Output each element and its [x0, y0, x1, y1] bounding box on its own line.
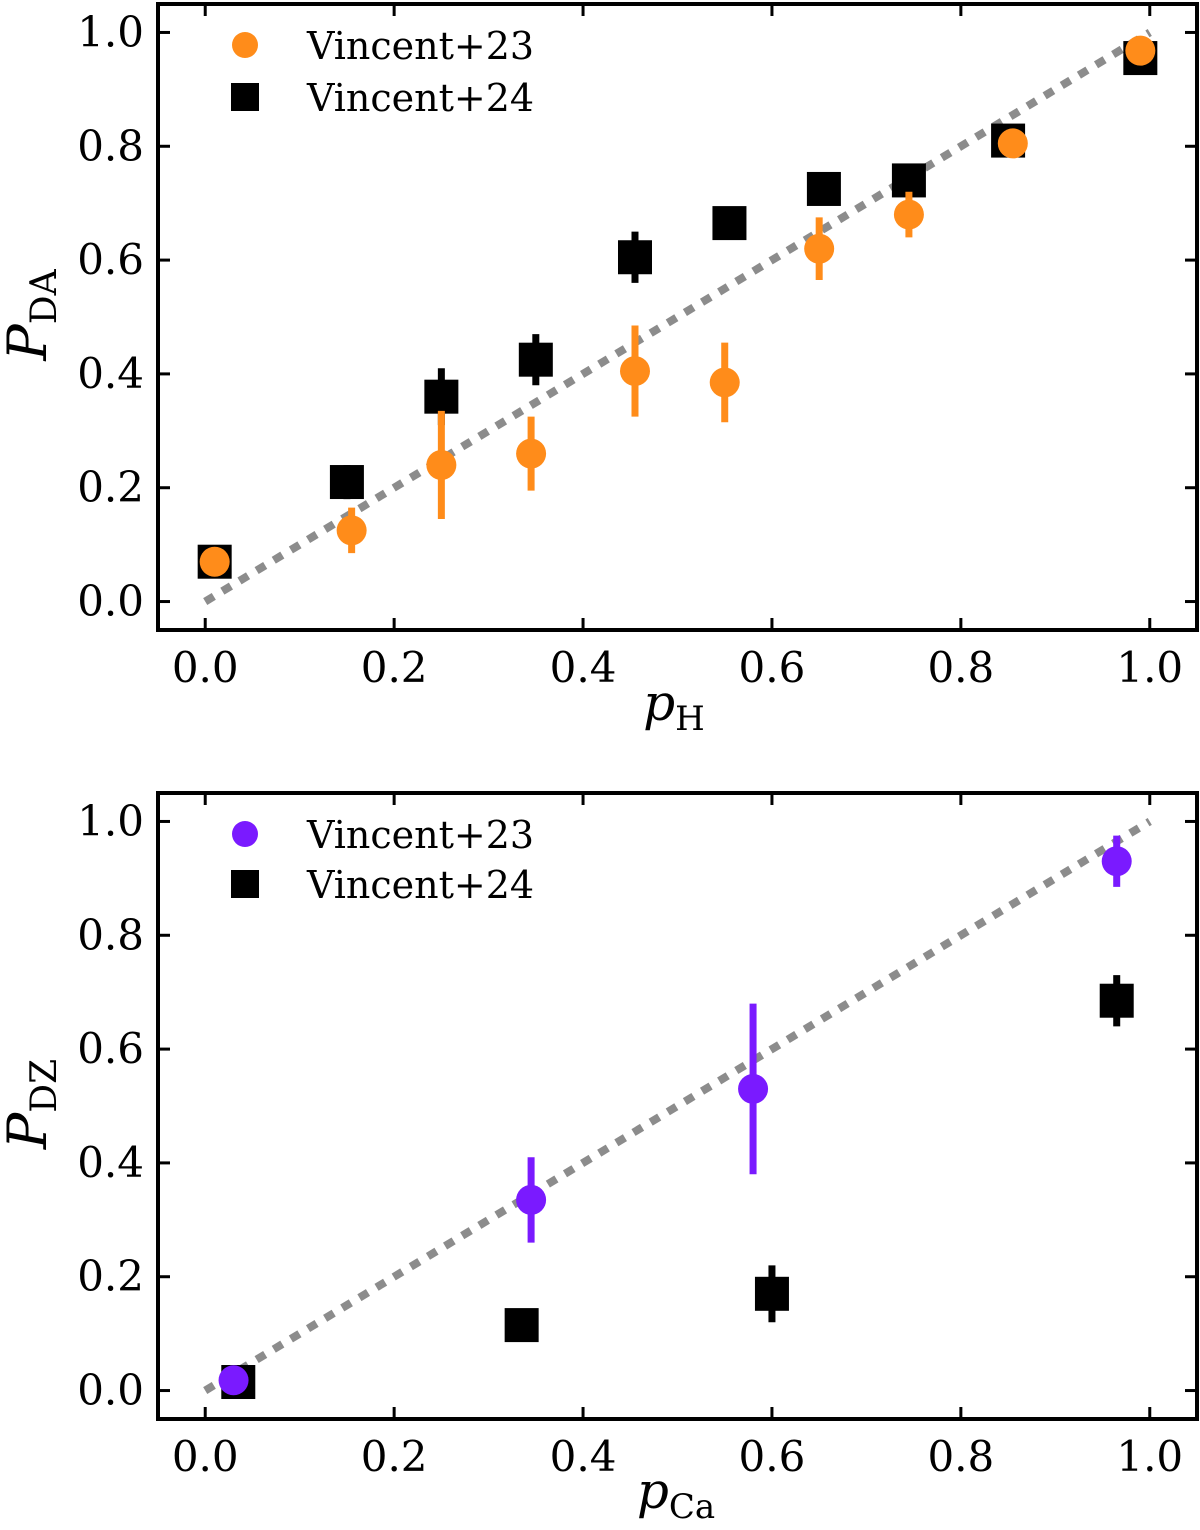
x-tick-label: 0.4	[550, 643, 617, 692]
legend: Vincent+23 Vincent+24	[231, 24, 534, 120]
series-vincent-24	[197, 41, 1158, 579]
x-tick-label: 0.6	[739, 1432, 806, 1481]
data-point-circle	[516, 1184, 547, 1215]
x-tick-label: 1.0	[1116, 643, 1183, 692]
data-point-circle	[199, 546, 230, 577]
y-tick-label: 1.0	[77, 7, 144, 56]
y-tick-label: 0.2	[77, 463, 144, 512]
data-point-square	[518, 342, 553, 377]
plot-frame	[156, 2, 1199, 632]
y-axis-label: PDA	[0, 268, 65, 361]
data-point-circle	[1101, 846, 1132, 877]
data-point-circle	[619, 356, 650, 387]
y-tick-label: 0.8	[77, 910, 144, 959]
legend-label: Vincent+23	[306, 813, 534, 857]
x-tick-label: 0.8	[927, 1432, 994, 1481]
data-point-square	[806, 171, 841, 206]
x-tick-label: 0.0	[172, 643, 239, 692]
legend-marker-circle	[232, 32, 258, 58]
data-point-circle	[516, 438, 547, 469]
chart-panel-1: 0.0 0.2 0.4 0.6 0.8 1.0 0.0 0.2 0.4 0.6 0.8 1.0 Vinc…	[0, 2, 1199, 739]
y-tick-label: 0.0	[77, 577, 144, 626]
x-tick-label: 0.4	[550, 1432, 617, 1481]
series-vincent-23	[218, 835, 1132, 1396]
y-tick-label: 0.6	[77, 235, 144, 284]
data-point-square	[617, 240, 652, 275]
legend: Vincent+23 Vincent+24	[231, 813, 534, 907]
y-tick-label: 0.2	[77, 1252, 144, 1301]
legend-label: Vincent+24	[306, 863, 534, 907]
data-point-square	[504, 1308, 539, 1343]
data-point-square	[712, 206, 747, 241]
reference-line	[203, 818, 1152, 1394]
plot-frame	[156, 791, 1199, 1421]
series-vincent-24	[221, 975, 1134, 1400]
x-tick-label: 1.0	[1116, 1432, 1183, 1481]
y-tick-label: 0.4	[77, 1138, 144, 1187]
x-tick-label: 0.8	[927, 643, 994, 692]
data-point-circle	[1125, 35, 1156, 66]
y-axis-label: PDZ	[0, 1059, 65, 1150]
y-tick-label: 0.4	[77, 349, 144, 398]
x-axis-label: pH	[643, 674, 705, 739]
x-tick-label: 0.6	[739, 643, 806, 692]
y-tick-label: 1.0	[77, 796, 144, 845]
legend-marker-square	[231, 83, 259, 111]
y-tick-label: 0.0	[77, 1366, 144, 1415]
series-vincent-23	[199, 35, 1156, 577]
legend-label: Vincent+23	[306, 24, 534, 68]
data-point-circle	[738, 1073, 769, 1104]
data-point-square	[754, 1276, 789, 1311]
data-point-circle	[997, 128, 1028, 159]
x-tick-label: 0.0	[172, 1432, 239, 1481]
data-point-circle	[709, 367, 740, 398]
data-point-circle	[893, 199, 924, 230]
chart-panel-2: 0.0 0.2 0.4 0.6 0.8 1.0 0.0 0.2 0.4 0.6 0.8 1.0 Vinc…	[0, 791, 1199, 1527]
x-tick-label: 0.2	[361, 1432, 428, 1481]
legend-label: Vincent+24	[306, 76, 534, 120]
reference-line	[203, 29, 1152, 605]
data-point-circle	[804, 233, 835, 264]
data-point-square	[1099, 983, 1134, 1018]
data-point-circle	[426, 449, 457, 480]
y-tick-label: 0.8	[77, 121, 144, 170]
y-tick-label: 0.6	[77, 1024, 144, 1073]
data-point-circle	[218, 1365, 249, 1396]
data-point-circle	[336, 515, 367, 546]
data-point-square	[891, 163, 926, 198]
legend-marker-square	[231, 870, 259, 898]
x-axis-label: pCa	[637, 1462, 715, 1527]
x-tick-label: 0.2	[361, 643, 428, 692]
legend-marker-circle	[232, 821, 258, 847]
data-point-square	[424, 379, 459, 414]
data-point-square	[329, 465, 364, 500]
